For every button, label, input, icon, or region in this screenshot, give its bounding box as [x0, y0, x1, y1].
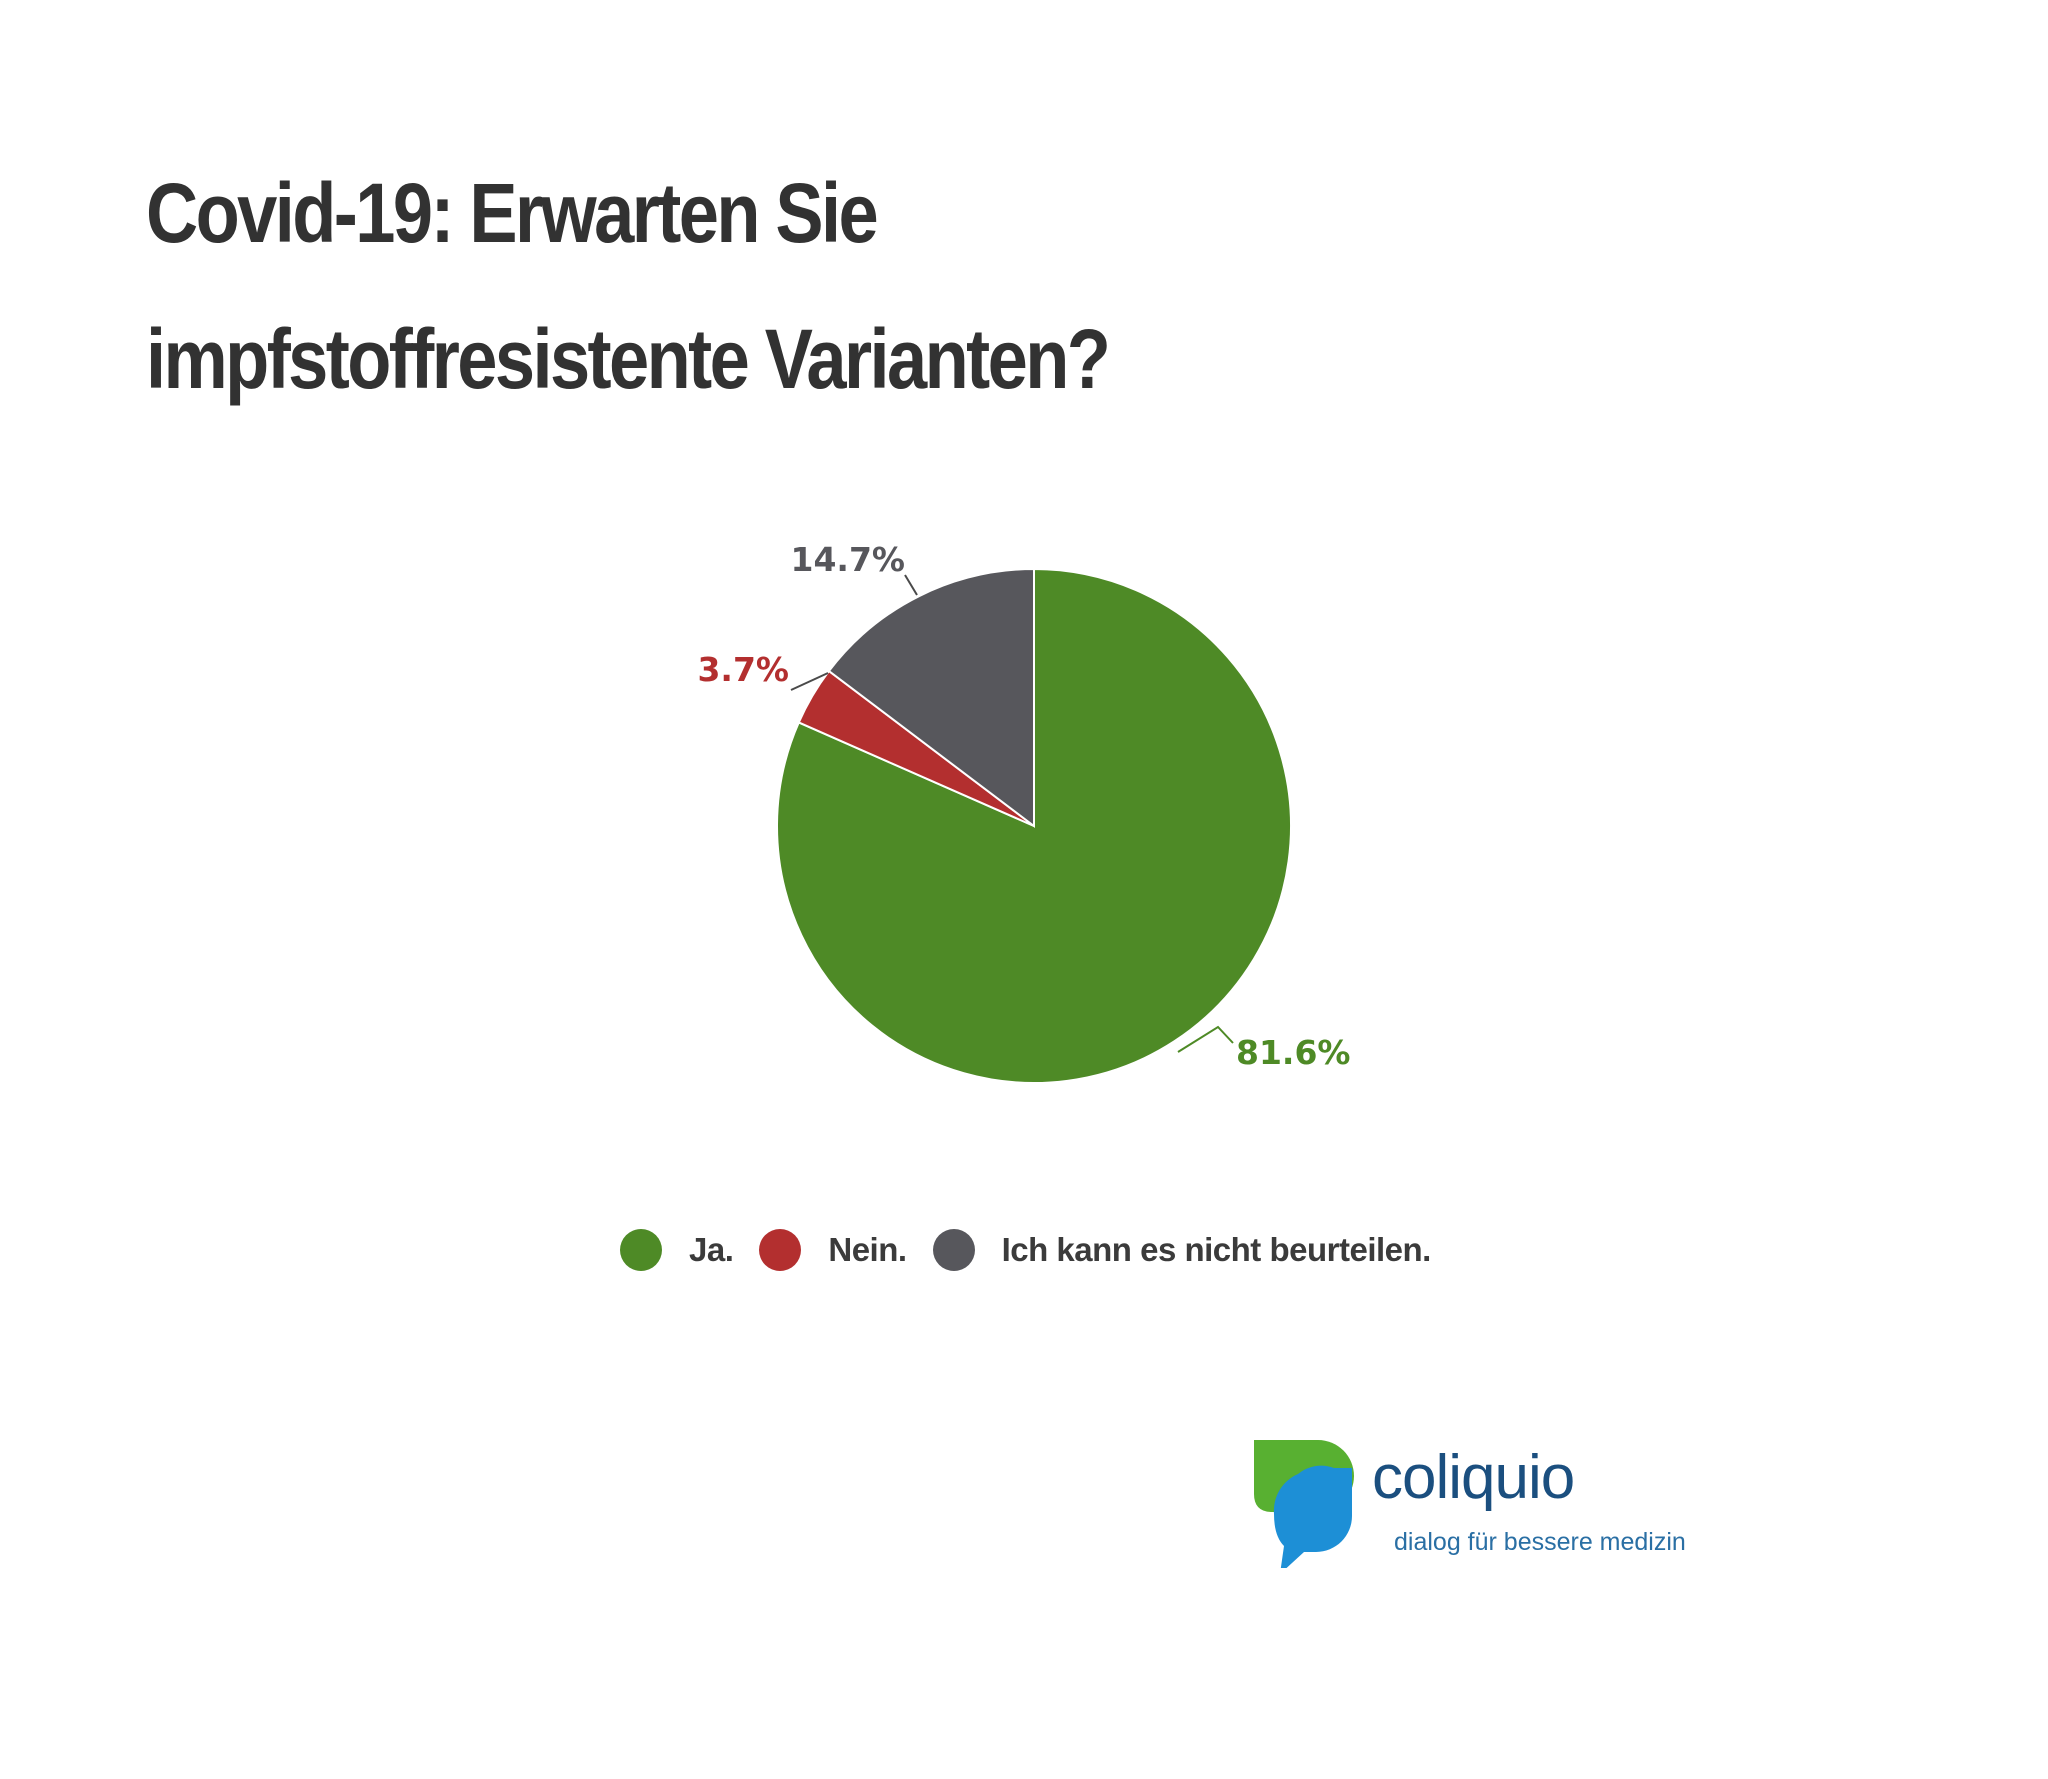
leader-line-0: [1177, 1025, 1234, 1053]
data-label-1: 3.7%: [697, 650, 789, 689]
legend-marker-unsure: [932, 1229, 975, 1271]
pie-leader-lines: [790, 574, 1234, 1053]
legend-item-unsure[interactable]: Ich kann es nicht beurteilen.: [932, 1229, 1432, 1271]
chart-legend: Ja. Nein. Ich kann es nicht beurteilen.: [620, 1222, 1457, 1278]
leader-line-1: [790, 672, 829, 691]
legend-label-unsure: Ich kann es nicht beurteilen.: [1001, 1231, 1432, 1268]
legend-label-nein: Nein.: [828, 1231, 907, 1268]
legend-item-ja[interactable]: Ja.: [620, 1229, 734, 1271]
pie-slices: [776, 567, 1292, 1084]
legend-item-nein[interactable]: Nein.: [759, 1229, 907, 1271]
legend-marker-nein: [759, 1229, 802, 1271]
logo-wordmark: coliquio: [1372, 1443, 1575, 1512]
speech-bubbles-icon: [1254, 1440, 1354, 1568]
data-label-0: 81.6%: [1236, 1033, 1351, 1072]
logo-tagline: dialog für bessere medizin: [1394, 1528, 1686, 1556]
pie-slice-2[interactable]: [827, 567, 1035, 829]
data-label-2: 14.7%: [791, 540, 906, 579]
pie-data-labels: 81.6% 3.7% 14.7%: [697, 540, 1350, 1072]
legend-marker-ja: [620, 1229, 662, 1271]
pie-slice-0[interactable]: [776, 567, 1292, 1084]
leader-line-2: [904, 574, 918, 596]
chart-title: Covid-19: Erwarten Sie impfstoffresisten…: [146, 166, 1111, 406]
coliquio-logo: coliquio dialog für bessere medizin: [1248, 1428, 1728, 1568]
legend-label-ja: Ja.: [689, 1231, 734, 1268]
